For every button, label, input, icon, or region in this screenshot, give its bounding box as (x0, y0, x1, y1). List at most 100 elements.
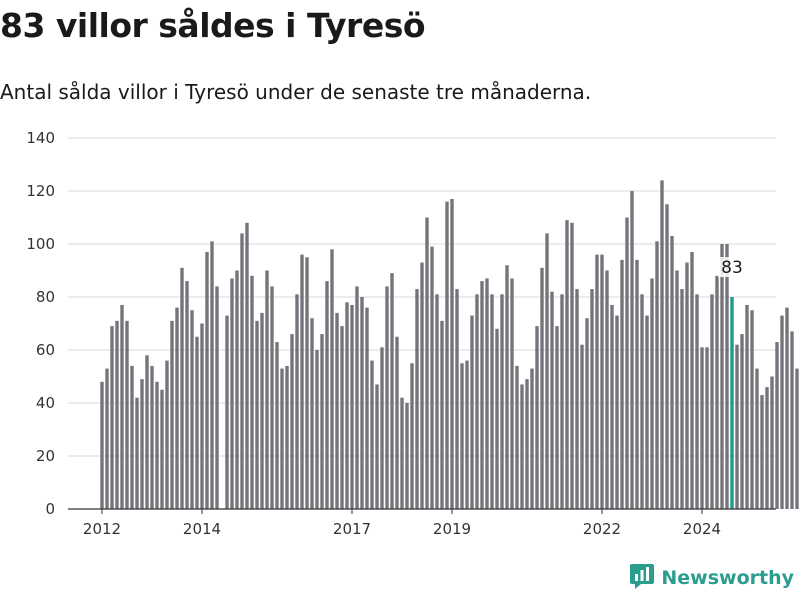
bar (265, 270, 269, 509)
bar (705, 347, 709, 509)
bar (630, 191, 634, 509)
bar (505, 265, 509, 509)
bar (295, 294, 299, 509)
x-axis: 2012 2014 2017 2019 2022 2024 (68, 508, 776, 538)
highlight-bar (730, 297, 734, 509)
bar (100, 381, 104, 509)
bar (365, 307, 369, 509)
bar (275, 342, 279, 509)
bar (470, 315, 474, 509)
bar (465, 360, 469, 509)
bar (605, 270, 609, 509)
bar (215, 286, 219, 509)
bar (405, 403, 409, 509)
bar (400, 397, 404, 509)
bar (755, 368, 759, 509)
y-tick-label: 100 (26, 235, 55, 253)
bar (375, 384, 379, 509)
bar (725, 244, 729, 509)
bar (665, 204, 669, 509)
bar (330, 249, 334, 510)
bar (785, 307, 789, 509)
bar (615, 315, 619, 509)
bar (565, 220, 569, 509)
y-tick-label: 80 (36, 288, 55, 306)
bar (475, 294, 479, 509)
bar (525, 379, 529, 509)
bar (535, 326, 539, 509)
bar (135, 397, 139, 509)
bar (395, 336, 399, 509)
bar (495, 328, 499, 509)
bar (355, 286, 359, 509)
bar (510, 278, 514, 509)
bar (485, 278, 489, 509)
highlight-value-label: 83 (721, 258, 743, 278)
bar (320, 334, 324, 509)
bar (205, 251, 209, 509)
bar (425, 217, 429, 509)
bar (140, 379, 144, 509)
y-tick-label: 120 (26, 182, 55, 200)
bar (280, 368, 284, 509)
bar (130, 365, 134, 509)
bar (325, 281, 329, 509)
bar (240, 233, 244, 509)
bar (450, 198, 454, 509)
bar (195, 336, 199, 509)
bar (245, 222, 249, 510)
bar (600, 254, 604, 509)
bar (455, 289, 459, 509)
bar (385, 286, 389, 509)
data-labels: 83 (718, 257, 746, 278)
bar (540, 267, 544, 509)
bar (545, 233, 549, 509)
bar (145, 355, 149, 509)
bar (550, 291, 554, 509)
bar (795, 368, 799, 509)
bar (115, 320, 119, 509)
brand-name: Newsworthy (661, 567, 794, 589)
bar (170, 320, 174, 509)
bar (360, 297, 364, 509)
bar (780, 315, 784, 509)
bar (640, 294, 644, 509)
bar (445, 201, 449, 509)
bar (190, 310, 194, 509)
bar (255, 320, 259, 509)
bar (690, 251, 694, 509)
bar (345, 302, 349, 509)
bar (660, 180, 664, 509)
bar (770, 376, 774, 509)
bar (775, 342, 779, 509)
bar (590, 289, 594, 509)
bar (230, 278, 234, 509)
bar (710, 294, 714, 509)
bar (160, 389, 164, 509)
bar (155, 381, 159, 509)
bar (650, 278, 654, 509)
y-axis: 0 20 40 60 80 100 120 140 (26, 129, 55, 518)
bar (350, 304, 354, 509)
bar (305, 257, 309, 509)
bar (620, 259, 624, 509)
bar (235, 270, 239, 509)
bar (415, 289, 419, 509)
bar (500, 294, 504, 509)
bar (555, 326, 559, 509)
bar (575, 289, 579, 509)
bar (110, 326, 114, 509)
bar (185, 281, 189, 509)
bar (585, 318, 589, 509)
bar (670, 236, 674, 510)
bar (765, 387, 769, 509)
x-tick-label: 2019 (433, 520, 471, 538)
bar (180, 267, 184, 509)
bar (390, 273, 394, 509)
bar (790, 331, 794, 509)
y-tick-label: 140 (26, 129, 55, 147)
bar (285, 365, 289, 509)
bar (340, 326, 344, 509)
bar (310, 318, 314, 509)
bars (100, 180, 799, 510)
